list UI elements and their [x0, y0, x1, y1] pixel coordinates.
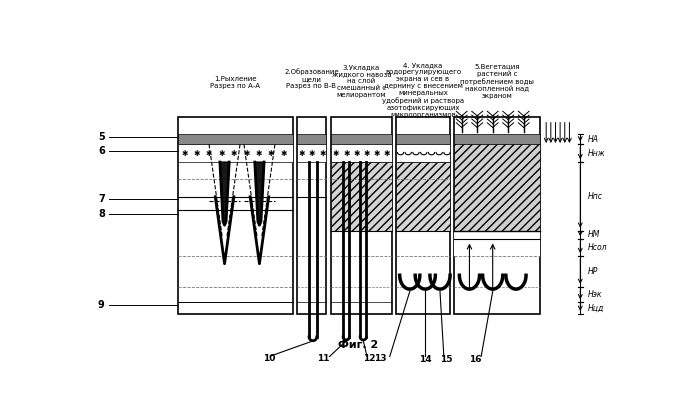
- Bar: [454, 144, 540, 231]
- Bar: [396, 162, 450, 231]
- Text: 5: 5: [98, 132, 105, 142]
- Text: 4. Укладка
водорегулирующего
экрана и сев в
дернину с внесением
минеральных
удоб: 4. Укладка водорегулирующего экрана и се…: [382, 63, 464, 118]
- Bar: [178, 117, 293, 314]
- Text: 8: 8: [98, 209, 105, 219]
- Text: ✱: ✱: [231, 149, 237, 158]
- Text: ✱: ✱: [299, 149, 305, 158]
- Text: Ннж: Ннж: [588, 149, 605, 158]
- Text: Нцд: Нцд: [588, 304, 604, 312]
- Text: 11: 11: [317, 354, 329, 363]
- Polygon shape: [220, 162, 229, 225]
- Text: 15: 15: [440, 355, 452, 365]
- Text: 7: 7: [98, 194, 105, 204]
- Text: ✱: ✱: [194, 149, 200, 158]
- Bar: [396, 144, 450, 162]
- Text: НР: НР: [588, 267, 598, 276]
- Text: 16: 16: [470, 355, 482, 365]
- Text: 13: 13: [374, 354, 387, 363]
- Text: ✱: ✱: [319, 149, 326, 158]
- Bar: [296, 117, 326, 314]
- Text: Фиг. 2: Фиг. 2: [338, 340, 378, 350]
- Polygon shape: [254, 162, 264, 225]
- Text: ✱: ✱: [243, 149, 250, 158]
- Text: 2.Образование
щели
Разрез по В-В: 2.Образование щели Разрез по В-В: [284, 69, 338, 89]
- Text: ✱: ✱: [373, 149, 380, 158]
- Text: Нпс: Нпс: [588, 192, 603, 201]
- Text: ✱: ✱: [206, 149, 212, 158]
- Text: ✱: ✱: [333, 149, 339, 158]
- Bar: [331, 134, 392, 144]
- Text: ✱: ✱: [255, 149, 262, 158]
- Bar: [178, 134, 293, 144]
- Text: 10: 10: [263, 354, 275, 363]
- Bar: [296, 134, 326, 144]
- Text: ✱: ✱: [353, 149, 359, 158]
- Bar: [331, 144, 392, 162]
- Text: 14: 14: [419, 355, 431, 365]
- Bar: [454, 117, 540, 314]
- Bar: [454, 231, 540, 256]
- Bar: [396, 117, 450, 314]
- Text: 5.Вегетация
растений с
потреблением воды
накопленной над
экраном: 5.Вегетация растений с потреблением воды…: [460, 63, 534, 99]
- Text: ✱: ✱: [309, 149, 315, 158]
- Text: ✱: ✱: [343, 149, 350, 158]
- Bar: [331, 162, 392, 231]
- Text: Нэк: Нэк: [588, 290, 603, 299]
- Text: 9: 9: [98, 300, 105, 310]
- Text: 3.Укладка
жидкого навоза
на слой
смешанный с
мелиорантом: 3.Укладка жидкого навоза на слой смешанн…: [331, 64, 391, 98]
- Text: ✱: ✱: [218, 149, 224, 158]
- Bar: [454, 134, 540, 144]
- Text: ✱: ✱: [383, 149, 390, 158]
- Text: НМ: НМ: [588, 230, 600, 239]
- Bar: [396, 134, 450, 144]
- Bar: [296, 144, 326, 162]
- Text: ✱: ✱: [280, 149, 287, 158]
- Text: 1.Рыхление
Разрез по А-А: 1.Рыхление Разрез по А-А: [210, 76, 261, 89]
- Text: ✱: ✱: [181, 149, 187, 158]
- Text: Нсол: Нсол: [588, 243, 607, 252]
- Text: 12: 12: [363, 354, 376, 363]
- Text: 6: 6: [98, 146, 105, 156]
- Bar: [178, 144, 293, 162]
- Text: ✱: ✱: [268, 149, 274, 158]
- Bar: [331, 117, 392, 314]
- Text: НА: НА: [588, 135, 599, 144]
- Text: ✱: ✱: [363, 149, 370, 158]
